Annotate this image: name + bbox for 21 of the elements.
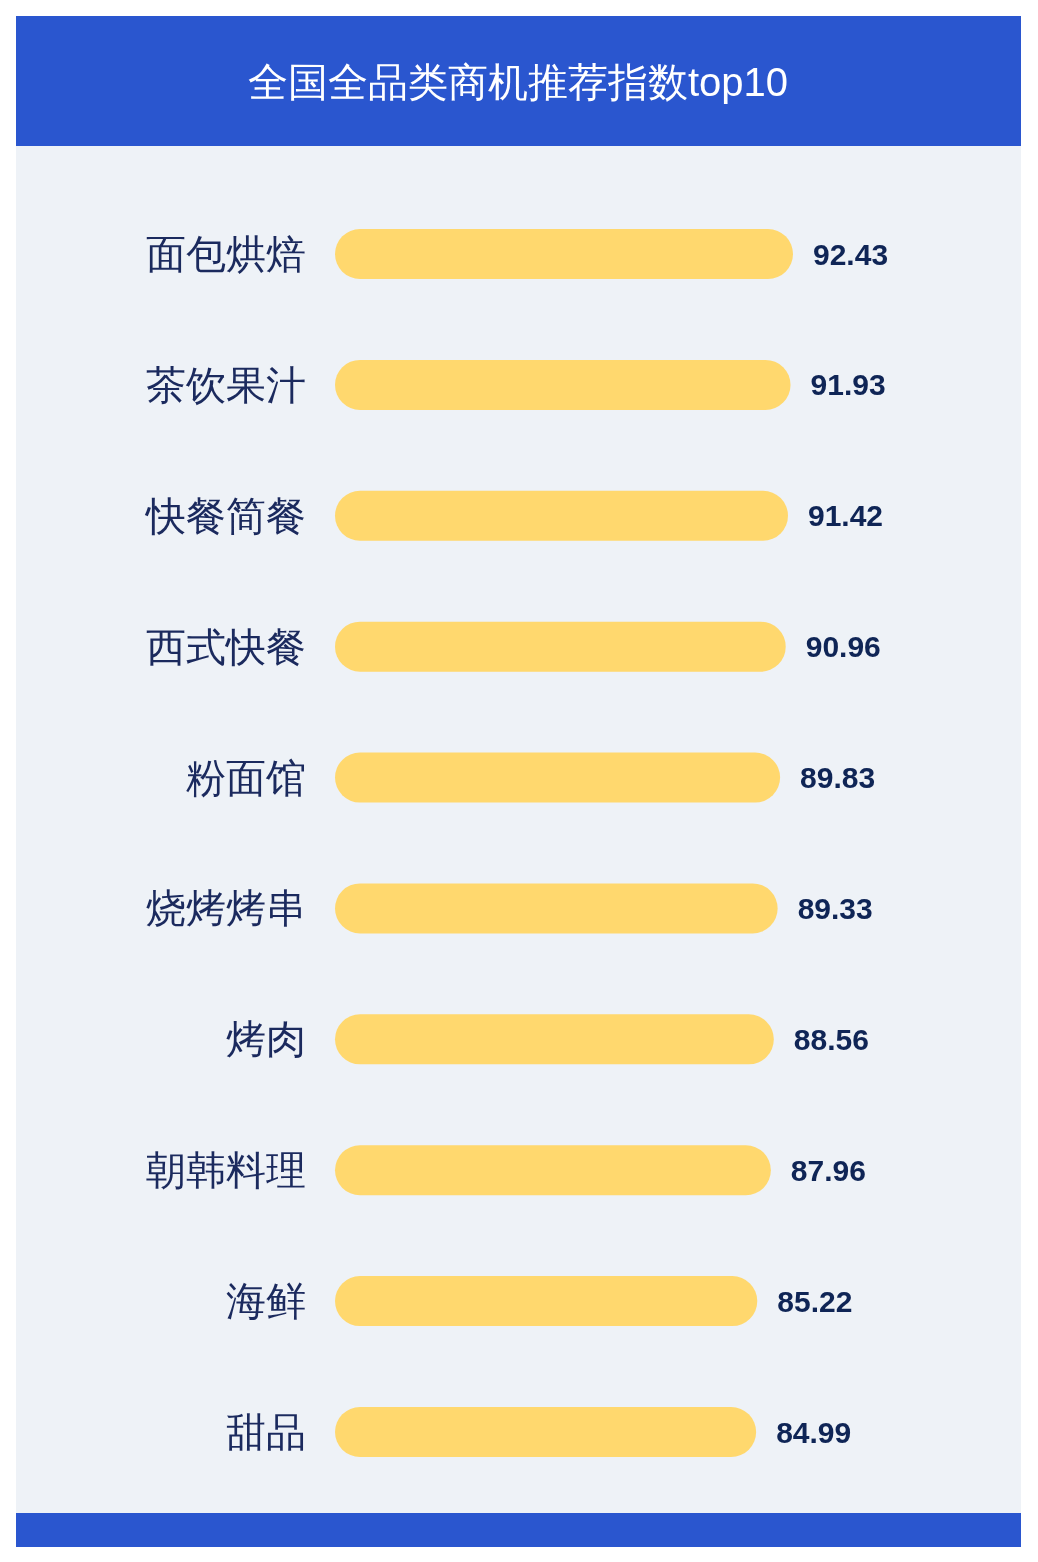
data-label: 85.22 [777, 1284, 853, 1318]
data-label: 89.83 [800, 761, 876, 795]
y-tick-label: 面包烘焙 [146, 232, 306, 276]
y-tick-label: 甜品 [226, 1410, 306, 1454]
data-label: 90.96 [805, 630, 881, 664]
data-label: 92.43 [813, 237, 889, 271]
data-label: 91.42 [808, 499, 884, 533]
chart-title: 全国全品类商机推荐指数top10 [247, 60, 789, 104]
y-tick-label: 粉面馆 [186, 755, 306, 800]
y-tick-label: 烧烤烤串 [146, 886, 306, 931]
data-label: 88.56 [793, 1022, 869, 1056]
y-tick-label: 茶饮果汁 [146, 362, 306, 407]
y-tick-label: 海鲜 [226, 1279, 306, 1324]
y-tick-label: 朝韩料理 [146, 1148, 306, 1193]
data-label: 91.93 [810, 368, 886, 402]
data-label: 89.33 [797, 891, 873, 925]
y-tick-label: 烤肉 [226, 1017, 306, 1062]
y-tick-label: 西式快餐 [146, 624, 306, 669]
data-label: 87.96 [790, 1153, 866, 1187]
data-label: 84.99 [776, 1415, 852, 1449]
y-tick-label: 快餐简餐 [144, 493, 306, 538]
